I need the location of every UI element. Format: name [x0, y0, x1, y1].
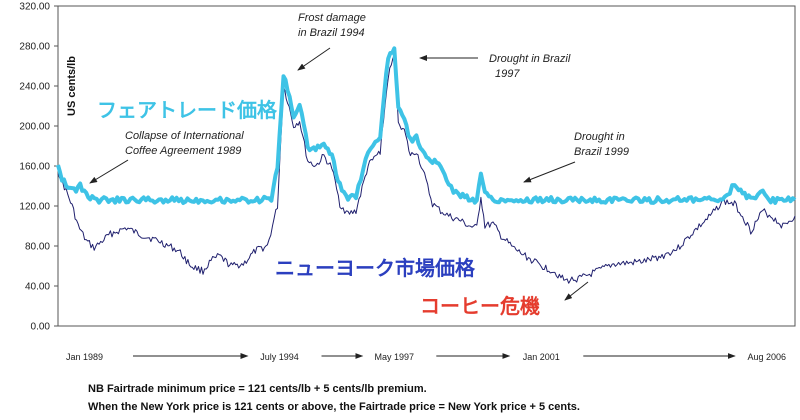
y-tick-label: 200.00	[19, 122, 50, 133]
y-tick-label: 240.00	[19, 82, 50, 93]
annotation-text: in Brazil 1994	[298, 27, 365, 39]
x-tick-label: Aug 2006	[748, 352, 787, 362]
x-tick-label: July 1994	[260, 352, 299, 362]
series-label: フェアトレード価格	[97, 98, 278, 122]
y-tick-label: 40.00	[25, 282, 50, 293]
y-tick-label: 160.00	[19, 162, 50, 173]
x-tick-label: May 1997	[375, 352, 415, 362]
y-tick-label: 80.00	[25, 242, 50, 253]
annotation-text: Brazil 1999	[574, 146, 629, 158]
x-tick-label: Jan 1989	[66, 352, 103, 362]
note-line-1: NB Fairtrade minimum price = 121 cents/l…	[88, 383, 427, 395]
annotation-arrow	[89, 159, 129, 184]
x-tick-label: Jan 2001	[523, 352, 560, 362]
series-line-new-york	[57, 54, 796, 284]
series-line-fairtrade	[56, 46, 797, 205]
annotation-text: Frost damage	[298, 12, 366, 24]
annotation-text: Drought in Brazil	[489, 53, 571, 65]
y-tick-label: 280.00	[19, 42, 50, 53]
note-line-2: When the New York price is 121 cents or …	[88, 401, 580, 413]
annotation-arrow	[297, 47, 331, 71]
crisis-arrow	[564, 281, 589, 301]
series-label: コーヒー危機	[420, 294, 540, 318]
y-tick-label: 320.00	[19, 2, 50, 13]
series-label: ニューヨーク市場価格	[275, 256, 476, 280]
annotation-arrow	[523, 161, 576, 183]
y-tick-label: 0.00	[31, 322, 51, 333]
y-tick-label: 120.00	[19, 202, 50, 213]
annotation-text: Collapse of International	[125, 130, 244, 142]
annotation-text: Coffee Agreement 1989	[125, 145, 241, 157]
annotation-text: 1997	[495, 68, 520, 80]
annotation-text: Drought in	[574, 131, 625, 143]
y-axis-label: US cents/lb	[66, 56, 78, 116]
